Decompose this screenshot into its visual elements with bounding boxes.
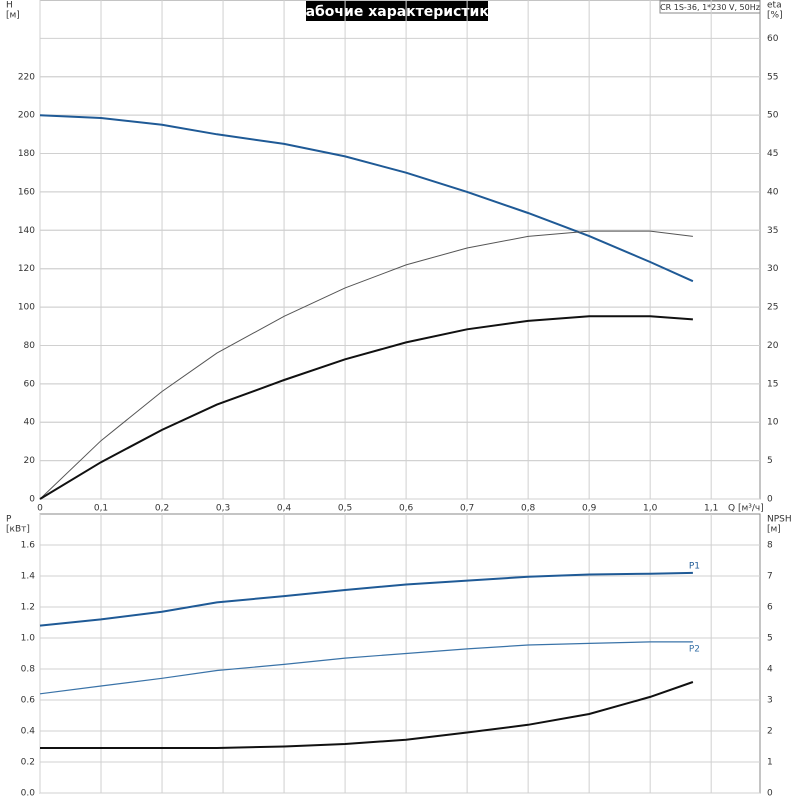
y2-axis-unit: [м] — [767, 525, 781, 535]
y-axis-unit: [кВт] — [6, 525, 30, 535]
x-tick-label: 0,9 — [582, 504, 597, 514]
y2-tick-label: 0 — [767, 495, 773, 505]
y-tick-label: 220 — [18, 72, 35, 82]
curve-label: P2 — [689, 644, 700, 654]
title: Рабочие характеристики — [295, 4, 498, 20]
y2-axis-label: NPSH — [767, 515, 792, 525]
y2-tick-label: 2 — [767, 727, 773, 737]
y-tick-label: 100 — [18, 303, 35, 313]
title-box — [306, 1, 488, 21]
y2-tick-label: 8 — [767, 541, 773, 551]
y-tick-label: 0 — [29, 495, 35, 505]
y-axis-label: H — [6, 1, 13, 11]
x-tick-label: 0,1 — [94, 504, 108, 514]
x-tick-label: 0,7 — [460, 504, 474, 514]
x-tick-label: 0,3 — [216, 504, 230, 514]
y2-tick-label: 50 — [767, 111, 779, 121]
y2-tick-label: 1 — [767, 758, 773, 768]
curve-label: P1 — [689, 561, 700, 571]
plot-frame — [39, 0, 761, 500]
curve — [39, 230, 693, 500]
y2-axis-label: eta — [767, 1, 782, 11]
x-tick-label: 0 — [37, 504, 43, 514]
y-tick-label: 120 — [18, 264, 35, 274]
y-tick-label: 0.2 — [21, 758, 35, 768]
y2-tick-label: 4 — [767, 665, 773, 675]
curve — [39, 571, 693, 627]
curve — [39, 114, 694, 283]
y2-tick-label: 7 — [767, 572, 773, 582]
y2-tick-label: 6 — [767, 603, 773, 613]
y2-tick-label: 10 — [767, 418, 779, 428]
x-tick-label: 1,1 — [704, 504, 718, 514]
y2-tick-label: 3 — [767, 696, 773, 706]
x-tick-label: 0,5 — [338, 504, 352, 514]
y2-tick-label: 45 — [767, 149, 778, 159]
y-axis-unit: [м] — [6, 11, 20, 21]
y2-tick-label: 5 — [767, 634, 773, 644]
y-tick-label: 40 — [24, 418, 36, 428]
y2-axis-unit: [%] — [767, 11, 783, 21]
y-tick-label: 20 — [24, 456, 36, 466]
y-axis-label: P — [6, 515, 12, 525]
x-tick-label: 1,0 — [643, 504, 658, 514]
y-tick-label: 1.4 — [21, 572, 36, 582]
pump-label: CR 1S-36, 1*230 V, 50Hz — [660, 3, 760, 12]
y-tick-label: 60 — [24, 379, 36, 389]
curve — [39, 315, 693, 500]
y-tick-label: 200 — [18, 111, 35, 121]
y-tick-label: 0.8 — [21, 665, 36, 675]
y2-tick-label: 55 — [767, 72, 778, 82]
x-tick-label: 0,2 — [155, 504, 169, 514]
y-tick-label: 140 — [18, 226, 35, 236]
y-tick-label: 1.2 — [21, 603, 35, 613]
y-tick-label: 0.4 — [21, 727, 36, 737]
y2-tick-label: 35 — [767, 226, 778, 236]
y2-tick-label: 40 — [767, 187, 779, 197]
y-tick-label: 160 — [18, 187, 35, 197]
y2-tick-label: 60 — [767, 34, 779, 44]
x-tick-label: 0,8 — [521, 504, 536, 514]
curve — [40, 681, 694, 749]
y-tick-label: 0.6 — [21, 696, 36, 706]
y-tick-label: 1.6 — [21, 541, 36, 551]
y2-tick-label: 15 — [767, 379, 778, 389]
y-tick-label: 180 — [18, 149, 35, 159]
curve — [39, 641, 693, 695]
y-tick-label: 0.0 — [21, 789, 36, 799]
y-tick-label: 80 — [24, 341, 36, 351]
x-tick-label: 0,4 — [277, 504, 292, 514]
y2-tick-label: 20 — [767, 341, 779, 351]
x-tick-label: 0,6 — [399, 504, 414, 514]
y2-tick-label: 30 — [767, 264, 779, 274]
y2-tick-label: 25 — [767, 303, 778, 313]
y2-tick-label: 0 — [767, 789, 773, 799]
y2-tick-label: 5 — [767, 456, 773, 466]
x-axis-label: Q [м³/ч] — [728, 504, 764, 514]
y-tick-label: 1.0 — [21, 634, 36, 644]
